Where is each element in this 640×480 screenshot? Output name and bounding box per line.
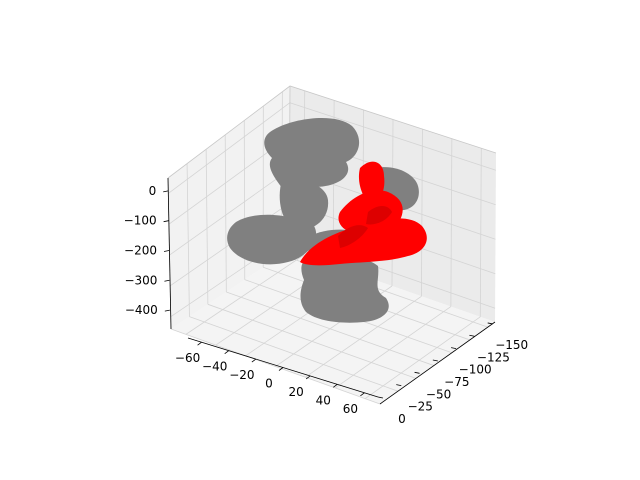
gridline-y xyxy=(226,291,435,366)
gridline-y xyxy=(186,163,190,317)
gray-legs xyxy=(300,255,389,323)
gray-neck xyxy=(279,178,329,231)
red-shade-2 xyxy=(366,206,392,225)
x-tick-label: −40 xyxy=(202,360,227,374)
gridline-y xyxy=(170,328,381,405)
gray-left-arm xyxy=(227,214,317,265)
x-tick xyxy=(224,350,229,354)
gridline-x xyxy=(185,254,304,335)
z-tick xyxy=(163,220,169,223)
y-tick-label: −150 xyxy=(495,338,528,352)
gridline-x xyxy=(334,306,452,389)
gridline-y xyxy=(224,134,227,292)
x-tick xyxy=(305,375,311,380)
gridline-z xyxy=(168,102,291,194)
z-axis-line xyxy=(167,177,172,330)
z-tick-label: −400 xyxy=(125,303,158,317)
y-axis-line xyxy=(379,321,496,405)
x-tick-label: 20 xyxy=(289,385,304,399)
y-tick xyxy=(396,384,402,387)
x-tick-label: 60 xyxy=(343,402,358,416)
z-tick xyxy=(163,250,170,252)
gridline-y xyxy=(207,303,417,379)
z-tick xyxy=(164,279,170,282)
gridline-x xyxy=(421,129,423,297)
x-tick xyxy=(360,392,365,397)
y-tick xyxy=(414,371,420,374)
y-tick xyxy=(487,322,493,325)
gridline-z xyxy=(289,102,497,171)
y-axis: −150−125−100−75−50−250 xyxy=(377,321,528,426)
surface-gray xyxy=(227,118,419,323)
gridline-x xyxy=(305,295,422,378)
x-tick-label: −20 xyxy=(229,368,254,382)
z-tick-label: 0 xyxy=(149,184,157,198)
y-tick xyxy=(451,347,457,350)
x-axis: −60−40−20 0 20 40 60 xyxy=(175,337,379,416)
y-tick xyxy=(469,334,475,337)
z-axis: −400 −300 −200 −100 0 xyxy=(124,177,172,330)
y-tick xyxy=(432,359,438,362)
pane-left xyxy=(168,86,290,329)
gridline-z xyxy=(169,169,290,256)
x-tick xyxy=(333,384,338,388)
red-shade-1 xyxy=(338,225,368,248)
x-tick-label: −60 xyxy=(175,351,200,365)
x-tick xyxy=(251,358,257,363)
surface-red xyxy=(300,161,427,266)
y-tick-label: −125 xyxy=(477,350,510,364)
gridline-y xyxy=(205,149,209,305)
gridline-x xyxy=(364,316,481,399)
z-tick xyxy=(164,309,170,312)
x-tick xyxy=(197,341,202,346)
y-tick-label: 0 xyxy=(398,412,406,426)
y-tick-label: −75 xyxy=(444,375,469,389)
gridline-x xyxy=(479,148,482,317)
x-tick xyxy=(278,367,284,371)
red-lower-body xyxy=(300,218,427,266)
z-tick-label: −300 xyxy=(124,273,157,287)
y-tick-label: −50 xyxy=(426,387,451,401)
x-tick-label: 40 xyxy=(316,393,331,407)
y-tick xyxy=(377,396,384,399)
z-tick-label: −200 xyxy=(124,243,157,257)
y-tick-label: −100 xyxy=(459,363,492,377)
y-tick-label: −25 xyxy=(408,400,433,414)
gridline-x xyxy=(450,138,453,307)
x-tick-label: 0 xyxy=(265,377,273,391)
z-tick-label: −100 xyxy=(124,214,157,228)
gridline-y xyxy=(189,316,399,392)
z-tick xyxy=(163,190,169,193)
